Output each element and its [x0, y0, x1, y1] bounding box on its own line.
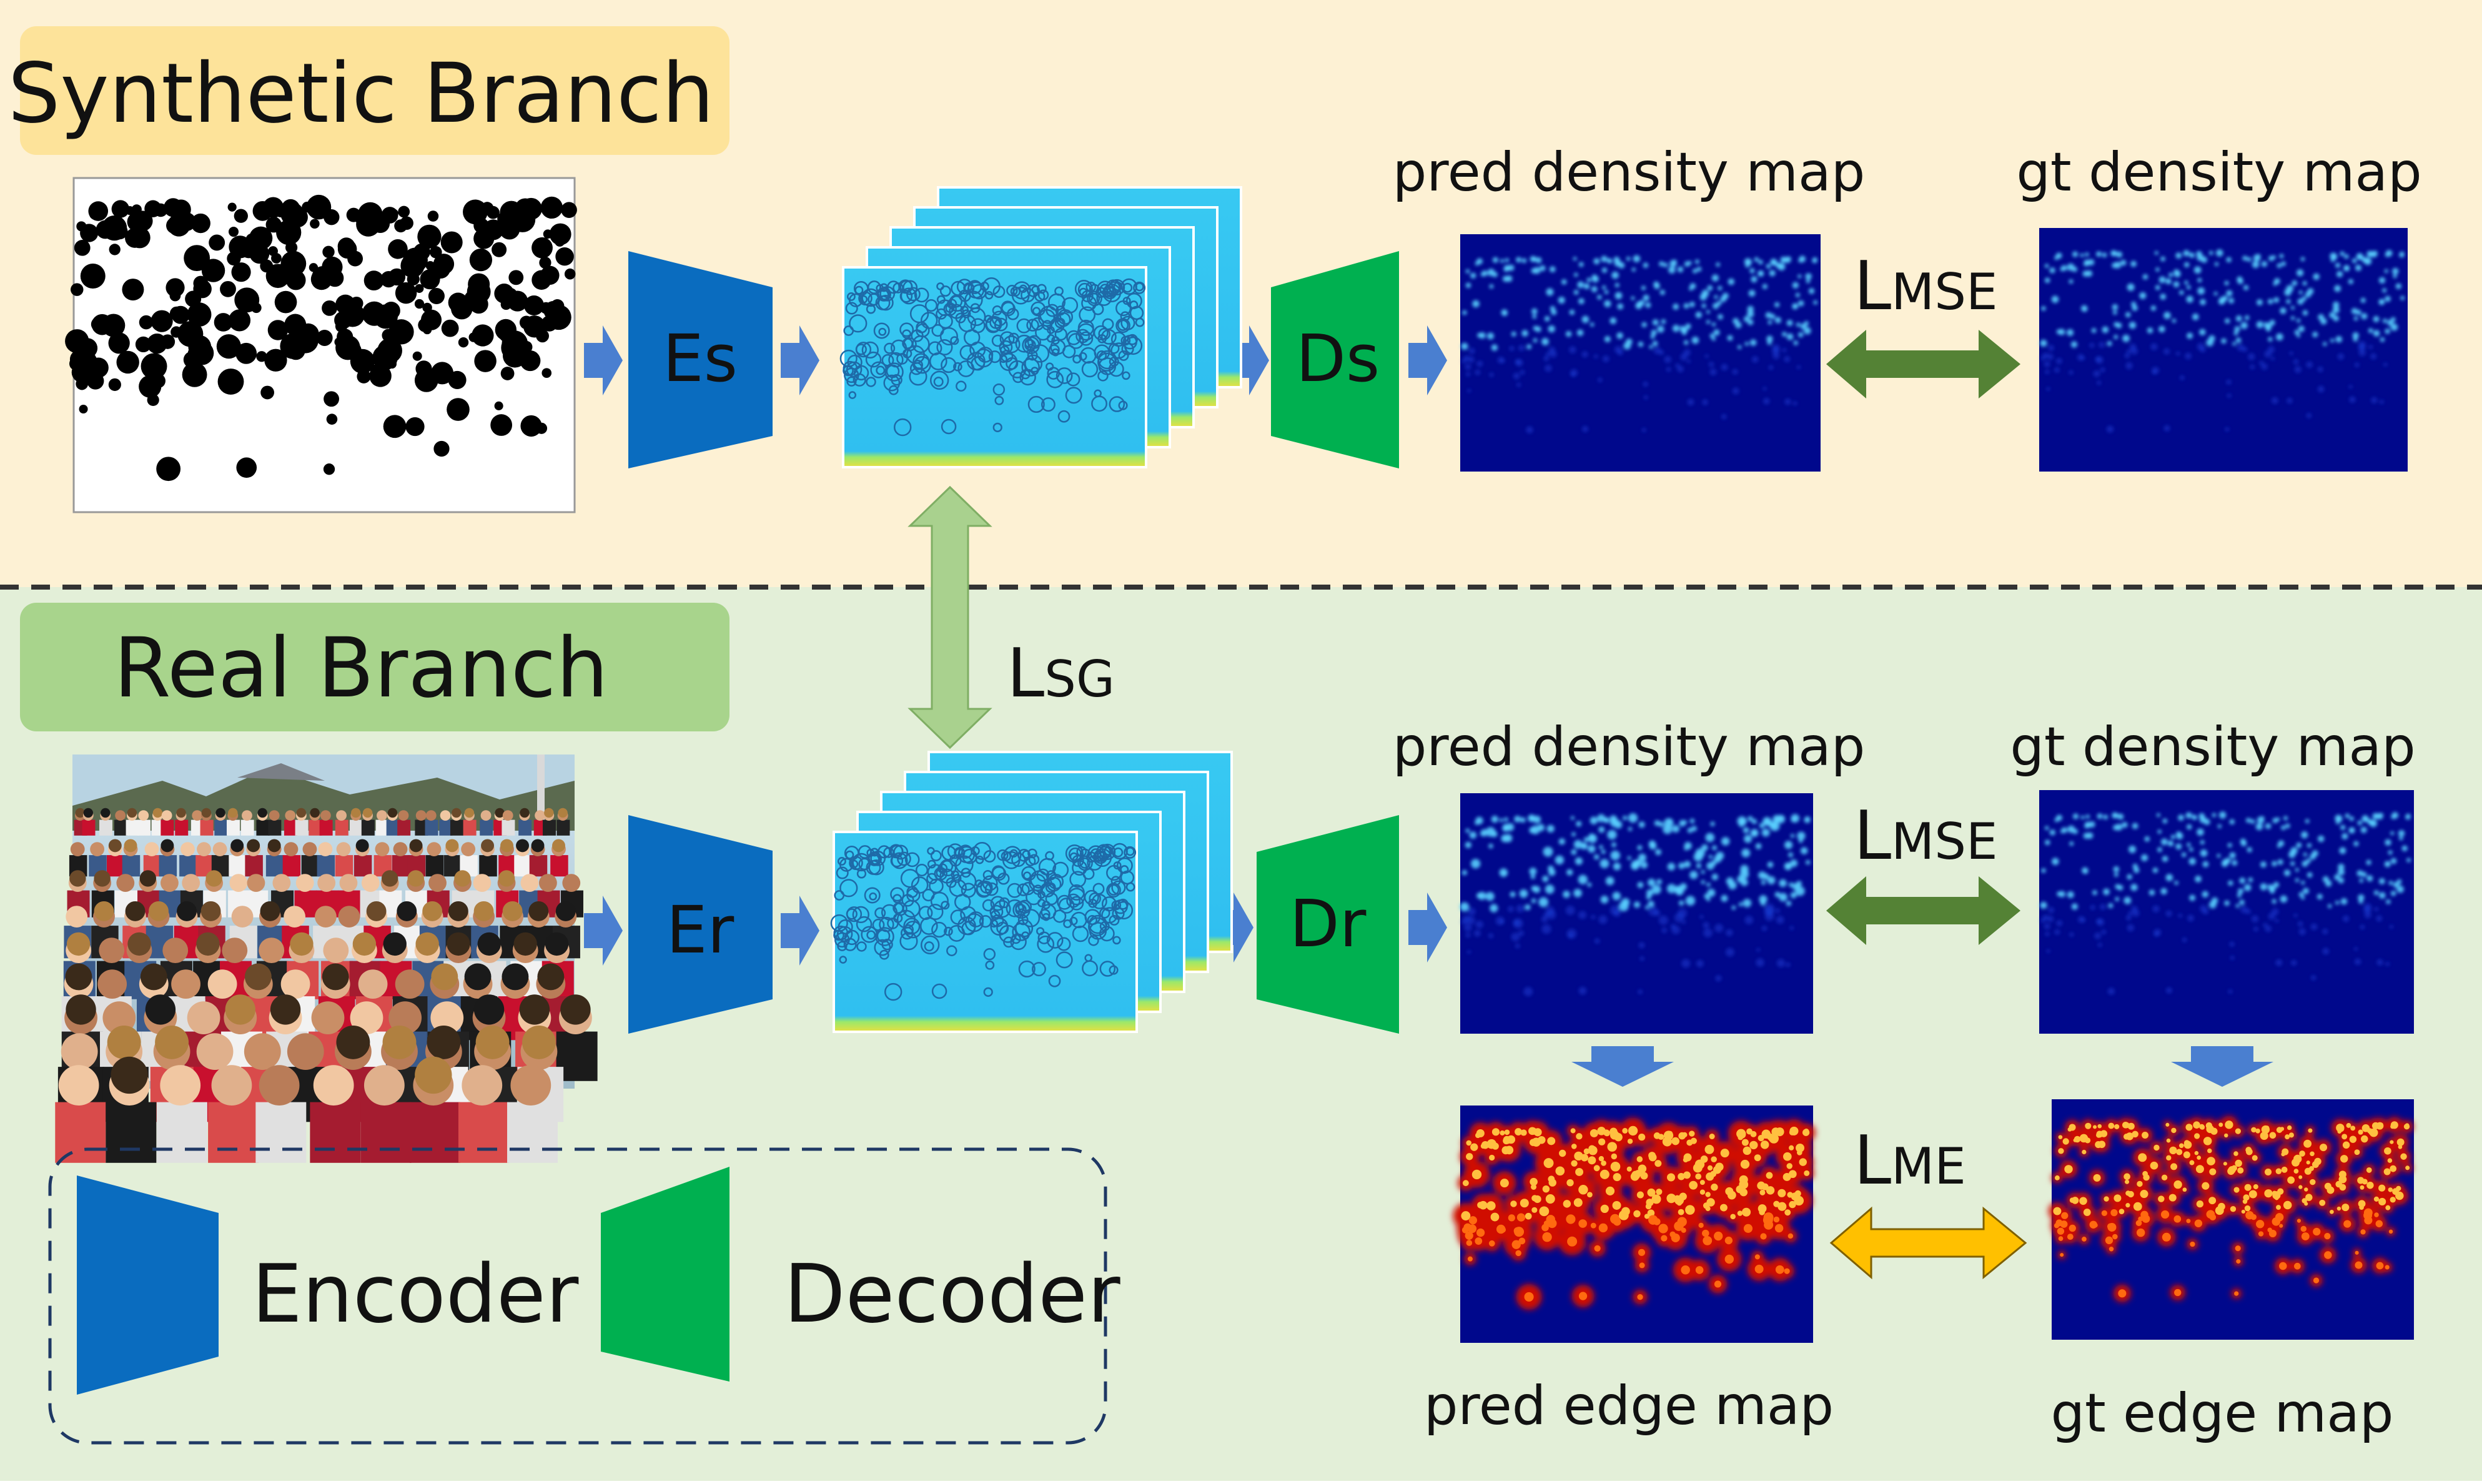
real-pred-edge-label: pred edge map: [1424, 1375, 1834, 1437]
synthetic-encoder: [628, 251, 773, 468]
synthetic-encoder-label: Es: [663, 320, 738, 397]
real-mse-loss: LMSE: [1854, 797, 1998, 875]
synthetic-input-image: [65, 177, 577, 513]
crowd-people: [55, 808, 598, 1163]
real-me-loss: LME: [1854, 1122, 1966, 1200]
flow-arrow-real-1: [781, 896, 819, 966]
legend-encoder-label: Encoder: [252, 1248, 579, 1341]
flow-arrow-real-3: [1408, 893, 1447, 962]
synthetic-mse-arrow: [1826, 330, 2020, 398]
legend-box: [48, 1147, 1107, 1445]
real-gt-density-map: [2039, 790, 2414, 1034]
synthetic-decoder: [1271, 251, 1399, 468]
real-feature-maps: [830, 751, 1233, 1033]
synthetic-pred-density-label: pred density map: [1393, 141, 1866, 204]
real-encoder: [628, 815, 773, 1034]
real-decoder-label: Dr: [1290, 886, 1367, 962]
synthetic-branch-title: Synthetic Branch: [8, 46, 714, 142]
synthetic-feature-maps: [839, 186, 1242, 468]
synthetic-mse-loss: LMSE: [1854, 247, 1998, 325]
real-encoder-label: Er: [666, 892, 734, 968]
real-pred-density-map: [1460, 793, 1813, 1034]
sg-loss: LSG: [1007, 635, 1115, 713]
synthetic-decoder-label: Ds: [1296, 320, 1380, 397]
real-mse-arrow: [1826, 876, 2020, 945]
real-branch-title-box: [20, 603, 729, 731]
legend-encoder-icon: [77, 1175, 219, 1395]
real-me-arrow: [1829, 1206, 2027, 1280]
real-pred-edge-map: [1453, 1106, 1816, 1343]
synthetic-gt-density-map: [2039, 228, 2408, 472]
flow-arrow-syn-3: [1408, 325, 1447, 395]
pred-to-edge-arrow: [1571, 1046, 1674, 1087]
real-gt-density-label: gt density map: [2010, 716, 2415, 778]
gt-to-edge-arrow: [2171, 1046, 2273, 1087]
real-branch-title: Real Branch: [114, 620, 608, 716]
legend-decoder-label: Decoder: [784, 1248, 1120, 1341]
legend-decoder-icon: [601, 1167, 729, 1382]
real-input-photo: [55, 754, 598, 1163]
flow-arrow-real-0: [584, 896, 623, 966]
synthetic-dots: [65, 194, 577, 482]
real-decoder: [1257, 815, 1399, 1034]
synthetic-pred-density-map: [1460, 234, 1821, 472]
synthetic-gt-density-label: gt density map: [2016, 141, 2421, 204]
flow-arrow-syn-0: [584, 325, 623, 395]
synthetic-branch-title-box: [20, 26, 729, 155]
real-gt-edge-label: gt edge map: [2050, 1382, 2393, 1445]
flow-arrow-syn-1: [781, 325, 819, 395]
sg-arrow: [907, 485, 992, 749]
real-pred-density-label: pred density map: [1393, 716, 1866, 778]
real-gt-edge-map: [2048, 1099, 2414, 1340]
